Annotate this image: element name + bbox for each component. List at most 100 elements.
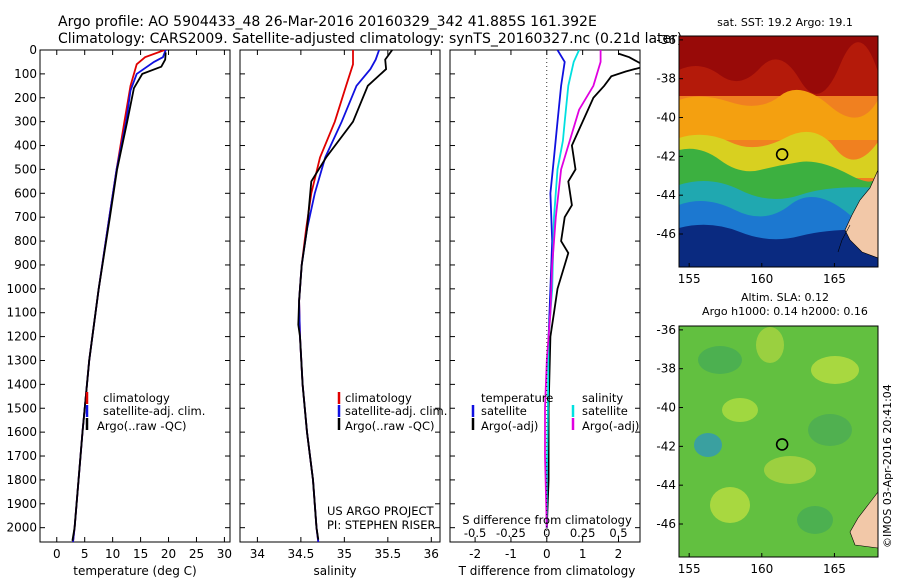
temperature-xlabel: temperature (deg C) [73,564,196,578]
y-tick-label: 400 [14,139,37,153]
y-tick-label: 1400 [6,377,37,391]
map-x-tick-label: 165 [823,562,846,576]
difference-panel: -2 -1 0 1 2 S difference from climatology -0… [449,49,641,578]
x-tick-label: 25 [189,547,204,561]
map-y-tick-label: -42 [656,439,676,453]
map-y-tick-label: -36 [656,323,676,337]
map-y-tick-label: -44 [656,188,676,202]
sla-map-ticks: 155 160 165 -36 -38 -40 -42 -44 -46 [656,323,845,576]
y-tick-label: 500 [14,162,37,176]
temperature-lines [71,50,167,542]
argo-position-marker [775,148,789,161]
temperature-frame [39,49,231,543]
y-tick-label: 900 [14,258,37,272]
series-line [544,50,602,528]
imos-timestamp: ©IMOS 03-Apr-2016 20:41:04 [881,384,894,548]
temperature-panel: 0100200300400500600700800900100011001200… [6,43,232,578]
x-tick-label: 5 [81,547,89,561]
y-tick-label: 1300 [6,353,37,367]
sla-map-image [679,326,878,557]
map-y-tick-label: -40 [656,401,676,415]
x-tick-label: 1 [579,547,587,561]
map-x-tick-label: 165 [823,272,846,286]
s-diff-tick-label: -0.25 [496,526,526,540]
sst-map-title: sat. SST: 19.2 Argo: 19.1 [717,16,853,29]
sst-map-panel: sat. SST: 19.2 Argo: 19.1 155 160 165 -36 -3… [656,16,879,286]
sla-map-frame [678,325,879,558]
y-tick-label: 1900 [6,497,37,511]
y-tick-label: 800 [14,234,37,248]
map-y-tick-label: -46 [656,517,676,531]
y-tick-label: 2000 [6,521,37,535]
legend-label-satellite: satellite-adj. clim. [103,404,205,418]
legend-label-climatology: climatology [345,391,412,405]
map-y-tick-label: -44 [656,478,676,492]
salinity-legend: climatology satellite-adj. clim. Argo(..… [337,391,447,433]
x-tick-label: 2 [615,547,623,561]
x-tick-label: 20 [161,547,176,561]
map-x-tick-label: 155 [678,272,701,286]
map-y-tick-label: -36 [656,33,676,47]
sla-map-panel: Altim. SLA: 0.12 Argo h1000: 0.14 h2000:… [656,291,879,576]
difference-ticks: -2 -1 0 1 2 [450,49,640,561]
map-y-tick-label: -46 [656,227,676,241]
sla-map-subtitle: Argo h1000: 0.14 h2000: 0.16 [702,305,868,318]
x-tick-label: 0 [543,547,551,561]
x-tick-label: 30 [217,547,232,561]
salinity-ticks: 34 34.5 35 35.5 36 [240,49,440,561]
y-tick-label: 300 [14,115,37,129]
series-line [545,50,580,528]
x-tick-label: 34 [250,547,265,561]
y-tick-label: 0 [29,43,37,57]
sla-map-title: Altim. SLA: 0.12 [741,291,829,304]
map-x-tick-label: 160 [750,272,773,286]
legend-label-climatology: climatology [103,391,170,405]
map-x-tick-label: 155 [678,562,701,576]
s-diff-tick-label: 0.5 [609,526,627,540]
series-line [545,52,640,528]
argo-position-marker [775,438,789,451]
series-line [297,50,393,540]
series-line [71,52,167,541]
y-tick-label: 1200 [6,330,37,344]
map-y-tick-label: -38 [656,72,676,86]
temperature-y-ticks: 0 100 200 300 400 500 600 700 800 900 1000 1100 1200… [6,43,37,535]
y-tick-label: 1700 [6,449,37,463]
salinity-xlabel: salinity [313,564,356,578]
x-tick-label: 34.5 [288,547,315,561]
legend-label-sal-argo: Argo(-adj) [582,419,639,433]
map-x-tick-label: 160 [750,562,773,576]
difference-legend: temperature satellite Argo(-adj) salinit… [471,391,639,433]
s-diff-tick-label: 0.25 [570,526,596,540]
legend-label-temp-argo: Argo(-adj) [481,419,538,433]
x-tick-label: -2 [469,547,481,561]
legend-heading-salinity: salinity [582,391,623,405]
s-diff-tick-label: 0 [543,526,550,540]
y-tick-label: 1600 [6,425,37,439]
legend-heading-temperature: temperature [481,391,553,405]
salinity-frame [239,49,441,543]
project-annotation: US ARGO PROJECT [327,504,435,518]
sst-map-ticks: 155 160 165 -36 -38 -40 -42 -44 -46 [656,33,845,286]
legend-label-sal-satellite: satellite [582,404,628,418]
legend-label-argo: Argo(..raw -QC) [345,419,435,433]
y-tick-label: 1500 [6,401,37,415]
y-tick-label: 600 [14,186,37,200]
legend-label-satellite: satellite-adj. clim. [345,404,447,418]
y-tick-label: 1800 [6,473,37,487]
map-y-tick-label: -42 [656,149,676,163]
t-difference-label: T difference from climatology [458,564,636,578]
profile-title: Argo profile: AO 5904433_48 26-Mar-2016 … [58,14,597,30]
x-tick-label: 15 [133,547,148,561]
x-tick-label: 36 [424,547,439,561]
x-tick-label: 35 [337,547,352,561]
temperature-legend: climatology satellite-adj. clim. Argo(..… [85,391,205,433]
y-tick-label: 100 [14,67,37,81]
salinity-lines [297,50,393,542]
x-tick-label: -1 [505,547,517,561]
climatology-subtitle: Climatology: CARS2009. Satellite-adjuste… [58,31,683,47]
s-difference-label: S difference from climatology [462,513,632,527]
s-diff-tick-label: -0.5 [464,526,486,540]
difference-lines [544,50,640,542]
